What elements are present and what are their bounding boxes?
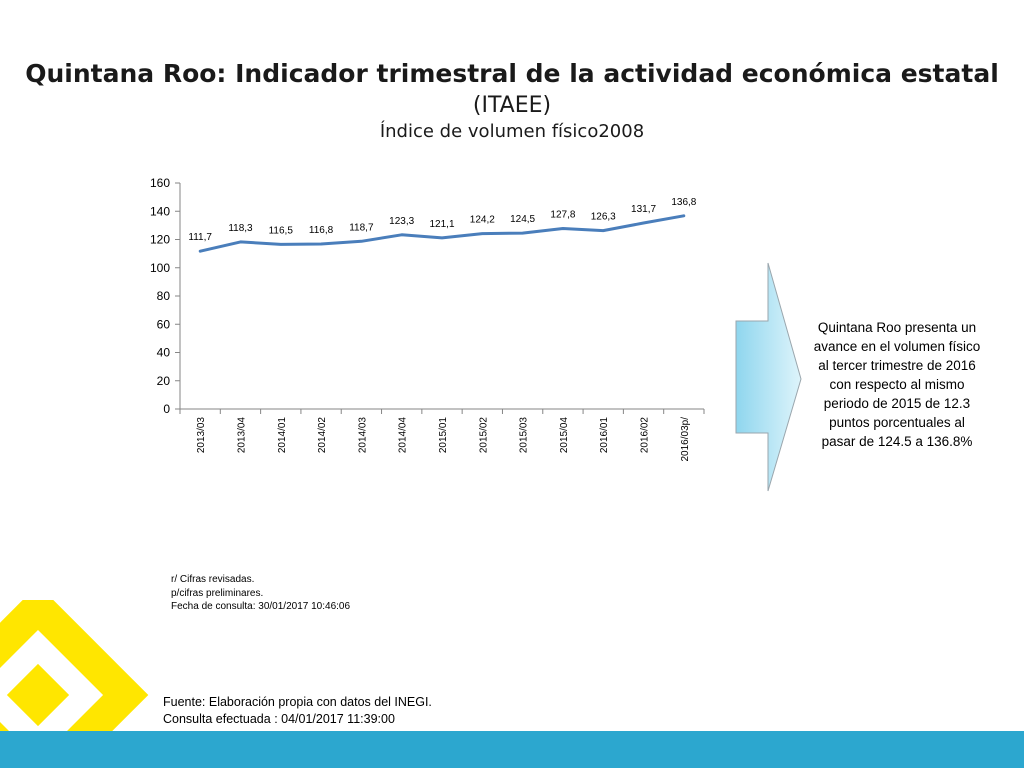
data-label: 136,8 [671, 197, 696, 208]
data-label: 131,7 [631, 204, 656, 215]
footer-band [0, 731, 1024, 768]
x-tick-label: 2014/01 [277, 417, 288, 454]
x-tick-label: 2015/03 [519, 417, 530, 454]
y-tick-label: 100 [150, 261, 170, 275]
data-label: 116,8 [309, 225, 334, 236]
data-label: 118,7 [349, 222, 374, 233]
note-revised: r/ Cifras revisadas. [171, 574, 255, 585]
consult-line: Consulta efectuada : 04/01/2017 11:39:00 [163, 712, 395, 726]
x-tick-label: 2016/02 [640, 417, 651, 454]
x-tick-label: 2014/03 [357, 417, 368, 454]
callout-text: Quintana Roo presenta un avance en el vo… [813, 320, 981, 449]
y-tick-label: 140 [150, 204, 170, 218]
x-tick-label: 2015/01 [438, 417, 449, 454]
x-tick-label: 2015/04 [559, 417, 570, 454]
y-tick-label: 80 [157, 289, 171, 303]
data-label: 127,8 [550, 209, 575, 220]
series-line [198, 214, 686, 253]
y-tick-label: 40 [157, 346, 171, 360]
line-chart: 0 20 40 60 80 100 120 140 160 2013/03 2013/04 2014… [150, 176, 705, 462]
data-label: 124,2 [470, 215, 495, 226]
x-tick-label: 2016/03p/ [680, 417, 691, 462]
x-tick-label: 2014/02 [317, 417, 328, 454]
x-tick-label: 2016/01 [599, 417, 610, 454]
source-line: Fuente: Elaboración propia con datos del… [163, 695, 432, 709]
chart-notes: r/ Cifras revisadas. p/cifras preliminar… [171, 573, 350, 614]
x-tick-label: 2014/04 [398, 417, 409, 454]
data-label: 121,1 [429, 219, 454, 230]
x-tick-label: 2015/02 [478, 417, 489, 454]
note-preliminary: p/cifras preliminares. [171, 587, 264, 599]
page-subtitle: Índice de volumen físico2008 [379, 121, 645, 142]
y-tick-label: 60 [157, 317, 171, 331]
callout-arrow-shape [735, 262, 802, 492]
data-label: 116,5 [269, 225, 294, 236]
y-tick-label: 160 [150, 176, 170, 190]
note-query-date: Fecha de consulta: 30/01/2017 10:46:06 [171, 601, 351, 612]
data-label: 124,5 [510, 214, 535, 225]
data-label: 111,7 [188, 232, 212, 243]
source-note: Fuente: Elaboración propia con datos del… [163, 694, 432, 728]
x-tick-label: 2013/03 [196, 417, 207, 454]
data-label: 123,3 [389, 216, 414, 227]
x-tick-label: 2013/04 [236, 417, 247, 454]
page-title-acronym: (ITAEE) [472, 93, 552, 118]
data-label: 126,3 [591, 212, 616, 223]
y-tick-label: 120 [150, 233, 170, 247]
page-title: Quintana Roo: Indicador trimestral de la… [25, 59, 999, 88]
y-tick-label: 0 [163, 402, 170, 416]
data-label: 118,3 [228, 223, 253, 234]
y-tick-label: 20 [157, 374, 171, 388]
